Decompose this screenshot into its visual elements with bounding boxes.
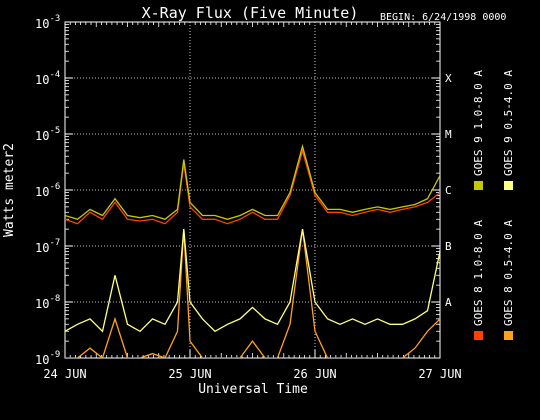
series-line-1 [65, 229, 440, 358]
legend-swatch-3 [474, 181, 483, 190]
flare-class-label-b: B [445, 240, 452, 253]
legend-swatch-1 [504, 331, 513, 340]
y-axis-label: Watts meter2 [2, 143, 17, 237]
legend: GOES 8 1.0-8.0 A GOES 9 1.0-8.0 A GOES 8 0… [472, 70, 515, 340]
legend-label-3: GOES 9 1.0-8.0 A [472, 70, 485, 176]
x-tick-label: 27 JUN [418, 367, 461, 381]
x-tick-label: 24 JUN [43, 367, 86, 381]
flare-class-label-a: A [445, 296, 452, 309]
begin-date: BEGIN: 6/24/1998 0000 [380, 12, 506, 23]
x-axis-label: Universal Time [198, 382, 308, 397]
y-tick-label: 10-5 [35, 126, 60, 143]
x-tick-label: 26 JUN [293, 367, 336, 381]
series-line-3 [65, 143, 440, 221]
y-tick-label: 10-9 [35, 350, 60, 367]
legend-label-0: GOES 8 1.0-8.0 A [472, 220, 485, 326]
plot-area: A B C M X 24 JUN 25 JUN 26 JUN 27 JUN 10-9 10-8 10-… [35, 14, 462, 381]
chart-title: X-Ray Flux (Five Minute) [142, 4, 359, 22]
flare-class-label-m: M [445, 128, 452, 141]
y-tick-label: 10-3 [35, 14, 60, 31]
flare-class-label-x: X [445, 72, 452, 85]
legend-swatch-0 [474, 331, 483, 340]
y-tick-label: 10-7 [35, 238, 60, 255]
y-tick-label: 10-8 [35, 294, 60, 311]
flare-class-label-c: C [445, 184, 452, 197]
legend-swatch-2 [504, 181, 513, 190]
y-tick-label: 10-4 [35, 70, 60, 87]
legend-label-2: GOES 9 0.5-4.0 A [502, 70, 515, 176]
series-line-2 [65, 228, 440, 333]
y-tick-label: 10-6 [35, 182, 60, 199]
series-line-0 [65, 148, 440, 225]
legend-label-1: GOES 8 0.5-4.0 A [502, 220, 515, 326]
x-tick-label: 25 JUN [168, 367, 211, 381]
